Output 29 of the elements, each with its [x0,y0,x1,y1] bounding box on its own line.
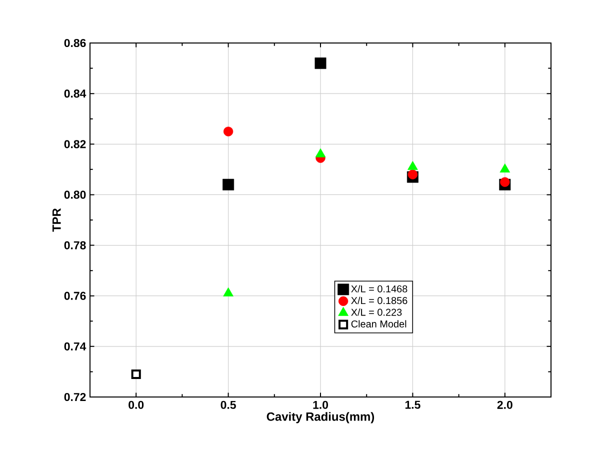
legend-label: X/L = 0.1856 [351,296,408,304]
y-tick-label: 0.72 [64,392,86,402]
point [131,369,141,380]
point [223,287,234,296]
y-axis-title: TPR [52,208,61,232]
y-tick-label: 0.82 [64,140,86,148]
x-tick-label: 0.5 [220,400,236,409]
y-tick-label: 0.78 [64,241,86,250]
y-tick-label: 0.80 [64,190,86,199]
point [408,160,418,170]
legend-label: X/L = 0.223 [351,308,402,316]
point [500,164,510,172]
y-tick-label: 0.76 [64,292,86,300]
x-tick-label: 2.0 [497,400,512,409]
x-tick-label: 1.5 [405,400,420,409]
legend-label: X/L = 0.1468 [351,285,408,292]
point [223,126,234,136]
point [314,57,326,69]
point [315,148,326,158]
y-tick-label: 0.86 [64,38,86,48]
y-tick-label: 0.74 [64,342,86,350]
x-tick-label: 1.0 [313,400,328,409]
legend-label: Clean Model [351,320,406,328]
y-tick-label: 0.84 [64,90,86,98]
point [500,177,510,187]
point [408,170,418,180]
x-axis-title: Cavity Radius(mm) [266,412,374,424]
point [222,178,234,190]
x-tick-label: 0.0 [128,400,144,409]
